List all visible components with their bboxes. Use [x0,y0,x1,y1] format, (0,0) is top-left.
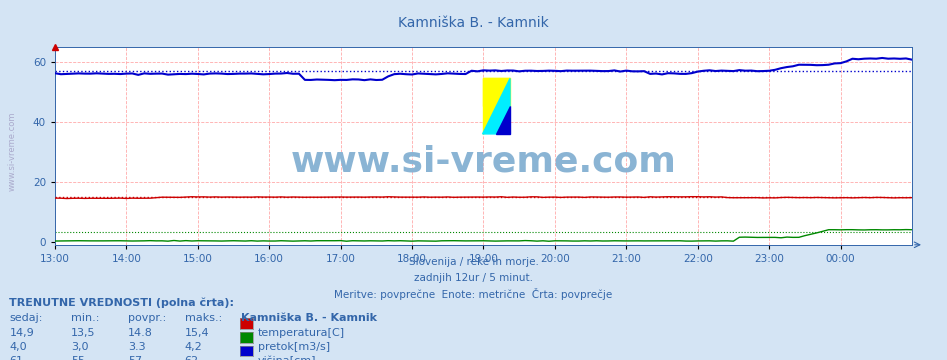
Text: sedaj:: sedaj: [9,313,43,323]
Text: 62: 62 [185,356,199,360]
Text: Meritve: povprečne  Enote: metrične  Črta: povprečje: Meritve: povprečne Enote: metrične Črta:… [334,288,613,300]
Text: 4,2: 4,2 [185,342,203,352]
Text: 4,0: 4,0 [9,342,27,352]
Text: povpr.:: povpr.: [128,313,166,323]
Text: zadnjih 12ur / 5 minut.: zadnjih 12ur / 5 minut. [414,273,533,283]
Text: 3.3: 3.3 [128,342,146,352]
Text: min.:: min.: [71,313,99,323]
Text: 14,9: 14,9 [9,328,34,338]
Text: www.si-vreme.com: www.si-vreme.com [291,145,676,179]
Polygon shape [483,78,510,134]
Text: 13,5: 13,5 [71,328,96,338]
Text: TRENUTNE VREDNOSTI (polna črta):: TRENUTNE VREDNOSTI (polna črta): [9,297,235,307]
Polygon shape [483,78,510,134]
Text: 61: 61 [9,356,24,360]
Text: 57: 57 [128,356,142,360]
Polygon shape [496,106,510,134]
Text: maks.:: maks.: [185,313,222,323]
Text: 15,4: 15,4 [185,328,209,338]
Text: Slovenija / reke in morje.: Slovenija / reke in morje. [408,257,539,267]
Text: 14.8: 14.8 [128,328,152,338]
Text: 55: 55 [71,356,85,360]
Text: Kamniška B. - Kamnik: Kamniška B. - Kamnik [241,313,378,323]
Polygon shape [483,78,510,106]
Text: 3,0: 3,0 [71,342,88,352]
Text: višina[cm]: višina[cm] [258,356,316,360]
Text: temperatura[C]: temperatura[C] [258,328,345,338]
Text: Kamniška B. - Kamnik: Kamniška B. - Kamnik [398,16,549,30]
Text: www.si-vreme.com: www.si-vreme.com [8,112,17,191]
Text: pretok[m3/s]: pretok[m3/s] [258,342,330,352]
